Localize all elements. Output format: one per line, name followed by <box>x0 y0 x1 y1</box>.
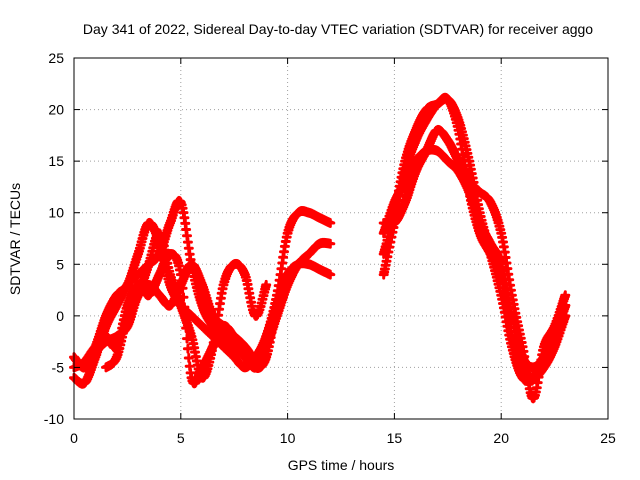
x-tick-label: 10 <box>280 430 296 446</box>
y-tick-label: -10 <box>44 411 64 427</box>
tick-layer: 0 5 10 15 20 25 -10 -5 0 5 10 15 20 25 <box>44 50 616 446</box>
y-tick-label: 10 <box>48 205 64 221</box>
y-axis-label: SDTVAR / TECUs <box>7 183 23 295</box>
y-tick-label: 0 <box>56 308 64 324</box>
x-axis-label: GPS time / hours <box>288 457 395 473</box>
y-tick-label: 20 <box>48 102 64 118</box>
plot-frame <box>73 57 609 420</box>
x-tick-label: 20 <box>493 430 509 446</box>
x-tick-label: 15 <box>387 430 403 446</box>
series-track-9 <box>378 124 571 404</box>
series-layer <box>69 92 571 404</box>
x-tick-label: 25 <box>600 430 616 446</box>
series-track-5 <box>101 228 272 383</box>
y-tick-label: -5 <box>52 359 65 375</box>
x-tick-label: 5 <box>177 430 185 446</box>
x-tick-label: 0 <box>70 430 78 446</box>
y-tick-label: 15 <box>48 153 64 169</box>
series-track-7 <box>378 93 571 386</box>
y-tick-label: 5 <box>56 256 64 272</box>
y-tick-label: 25 <box>48 50 64 66</box>
chart-title: Day 341 of 2022, Sidereal Day-to-day VTE… <box>83 21 593 37</box>
